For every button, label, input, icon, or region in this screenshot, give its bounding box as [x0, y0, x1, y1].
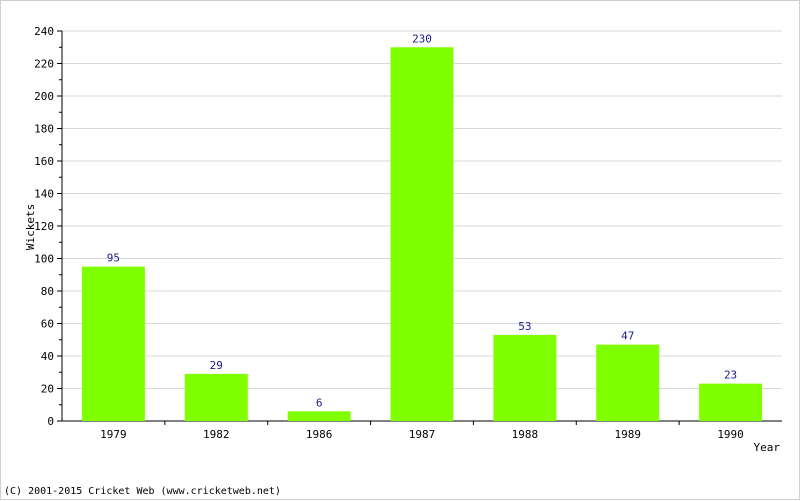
bar-1989	[596, 344, 660, 421]
bar-1987	[390, 47, 454, 421]
y-tick-label: 100	[34, 253, 54, 266]
bar-1979	[81, 266, 145, 421]
y-tick-label: 0	[47, 415, 54, 428]
y-tick-label: 240	[34, 25, 54, 38]
bar-1990	[699, 383, 763, 421]
data-labels: 95 29 6 230 53 47 23	[107, 32, 737, 409]
bars	[81, 47, 763, 421]
data-label-1986: 6	[316, 396, 323, 409]
bar-1982	[184, 373, 248, 421]
y-tick-label: 40	[41, 350, 54, 363]
y-tick-label: 200	[34, 90, 54, 103]
x-tick-label-1989: 1989	[614, 428, 641, 441]
x-tick-labels: 1979 1982 1986 1987 1988 1989 1990	[100, 428, 744, 441]
x-tick-label-1987: 1987	[409, 428, 436, 441]
y-tick-label: 140	[34, 188, 54, 201]
bar-1986	[287, 411, 351, 421]
y-tick-label: 180	[34, 123, 54, 136]
y-tick-label: 80	[41, 285, 54, 298]
x-axis-label: Year	[754, 441, 781, 454]
y-tick-label: 220	[34, 58, 54, 71]
data-label-1989: 47	[621, 330, 634, 343]
data-label-1990: 23	[724, 369, 737, 382]
y-tick-labels: 0 20 40 60 80 100 120 140 160 180 200 220 240	[34, 25, 54, 428]
y-tick-label: 160	[34, 155, 54, 168]
data-label-1988: 53	[518, 320, 531, 333]
x-tick-label-1979: 1979	[100, 428, 127, 441]
x-tick-label-1982: 1982	[203, 428, 230, 441]
x-tick-label-1990: 1990	[717, 428, 744, 441]
y-axis-label: Wickets	[24, 204, 37, 250]
data-label-1987: 230	[412, 32, 432, 45]
copyright-footer: (C) 2001-2015 Cricket Web (www.cricketwe…	[4, 486, 281, 497]
data-label-1979: 95	[107, 252, 120, 265]
data-label-1982: 29	[210, 359, 223, 372]
y-tick-label: 120	[34, 220, 54, 233]
y-tick-label: 20	[41, 383, 54, 396]
x-tick-label-1988: 1988	[512, 428, 539, 441]
x-tick-label-1986: 1986	[306, 428, 333, 441]
bar-1988	[493, 334, 557, 421]
y-tick-label: 60	[41, 318, 54, 331]
